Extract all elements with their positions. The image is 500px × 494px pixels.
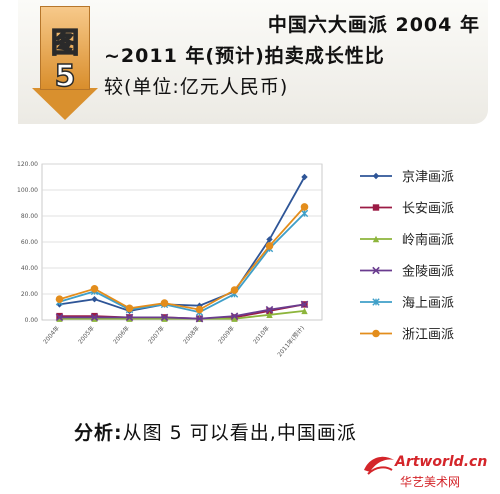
badge-number: 5 [54, 58, 76, 95]
x-tick-label: 2007年 [146, 324, 166, 345]
data-point [300, 203, 309, 211]
line-chart: 0.00 20.00 40.00 60.00 80.00 100.00 120.00 2004… [17, 161, 454, 358]
x-tick-label: 2004年 [41, 324, 61, 345]
y-tick-label: 40.00 [21, 265, 38, 272]
data-point [91, 296, 98, 303]
data-point [300, 209, 309, 218]
legend-label: 金陵画派 [402, 264, 454, 280]
figure-badge: 图 5 [40, 6, 90, 95]
x-tick-label: 2010年 [251, 324, 271, 345]
data-point [231, 315, 238, 322]
brand-name: 华艺美术网 [400, 475, 461, 489]
legend-marker [372, 204, 380, 211]
legend-marker [372, 235, 380, 243]
data-point [90, 313, 99, 322]
data-point [161, 315, 168, 322]
data-point [160, 313, 169, 322]
analysis-text: 分析:从图 5 可以看出,中国画派 [74, 418, 357, 445]
x-tick-label: 2011年(预计) [276, 324, 307, 358]
legend-label: 京津画派 [402, 170, 454, 185]
data-point [230, 286, 239, 294]
x-tick-label: 2008年 [181, 324, 201, 345]
analysis-body: 从图 5 可以看出,中国画派 [122, 422, 357, 444]
legend-marker [372, 172, 380, 180]
series-line-5 [59, 212, 306, 314]
data-point [160, 299, 169, 307]
artworld-logo-icon [364, 456, 394, 475]
data-point [125, 304, 134, 313]
data-point [265, 305, 274, 314]
x-tick-label: 2005年 [76, 324, 96, 345]
legend-marker [372, 266, 380, 275]
data-point [195, 305, 204, 314]
legend-marker [372, 298, 380, 306]
legend-marker [372, 329, 380, 338]
y-tick-label: 60.00 [21, 239, 38, 246]
badge-title: 图 [50, 25, 80, 60]
legend-label: 长安画派 [402, 202, 454, 217]
series-line-4 [59, 303, 305, 320]
x-tick-label: 2006年 [111, 324, 131, 345]
legend-label: 海上画派 [402, 296, 454, 311]
title-line-2: ~2011 年(预计)拍卖成长性比 [104, 45, 385, 67]
data-point [55, 313, 64, 322]
data-point [265, 242, 274, 250]
title-panel: 图 5 中国六大画派 2004 年 ~2011 年(预计)拍卖成长性比 较(单位… [18, 0, 488, 124]
title-line-3: 较(单位:亿元人民币) [104, 76, 289, 98]
y-tick-label: 80.00 [21, 213, 38, 220]
series-line-6 [59, 206, 306, 311]
data-point [300, 300, 309, 309]
series-line-1 [59, 176, 306, 312]
data-point [56, 315, 63, 322]
data-point [266, 307, 273, 315]
data-point [125, 313, 134, 322]
legend-label: 岭南画派 [402, 232, 454, 248]
data-point [195, 314, 204, 323]
title-line-1: 中国六大画派 2004 年 [267, 14, 480, 36]
data-point [126, 315, 133, 322]
badge-arrow-icon [32, 88, 98, 120]
data-point [90, 285, 99, 293]
legend-label: 浙江画派 [402, 328, 454, 343]
data-point [266, 311, 273, 318]
data-point [266, 236, 273, 243]
y-tick-label: 120.00 [17, 161, 38, 168]
y-tick-label: 100.00 [17, 187, 38, 194]
data-point [91, 315, 98, 322]
y-tick-label: 20.00 [21, 291, 38, 298]
chart-title: 中国六大画派 2004 年 ~2011 年(预计)拍卖成长性比 较(单位:亿元人… [104, 10, 500, 103]
analysis-label: 分析: [74, 422, 123, 444]
x-tick-label: 2009年 [216, 324, 236, 345]
data-point [301, 307, 308, 315]
data-point [55, 295, 64, 303]
data-point [230, 312, 239, 320]
y-tick-label: 0.00 [25, 317, 39, 324]
brand-site: Artworld.cn [395, 454, 488, 470]
